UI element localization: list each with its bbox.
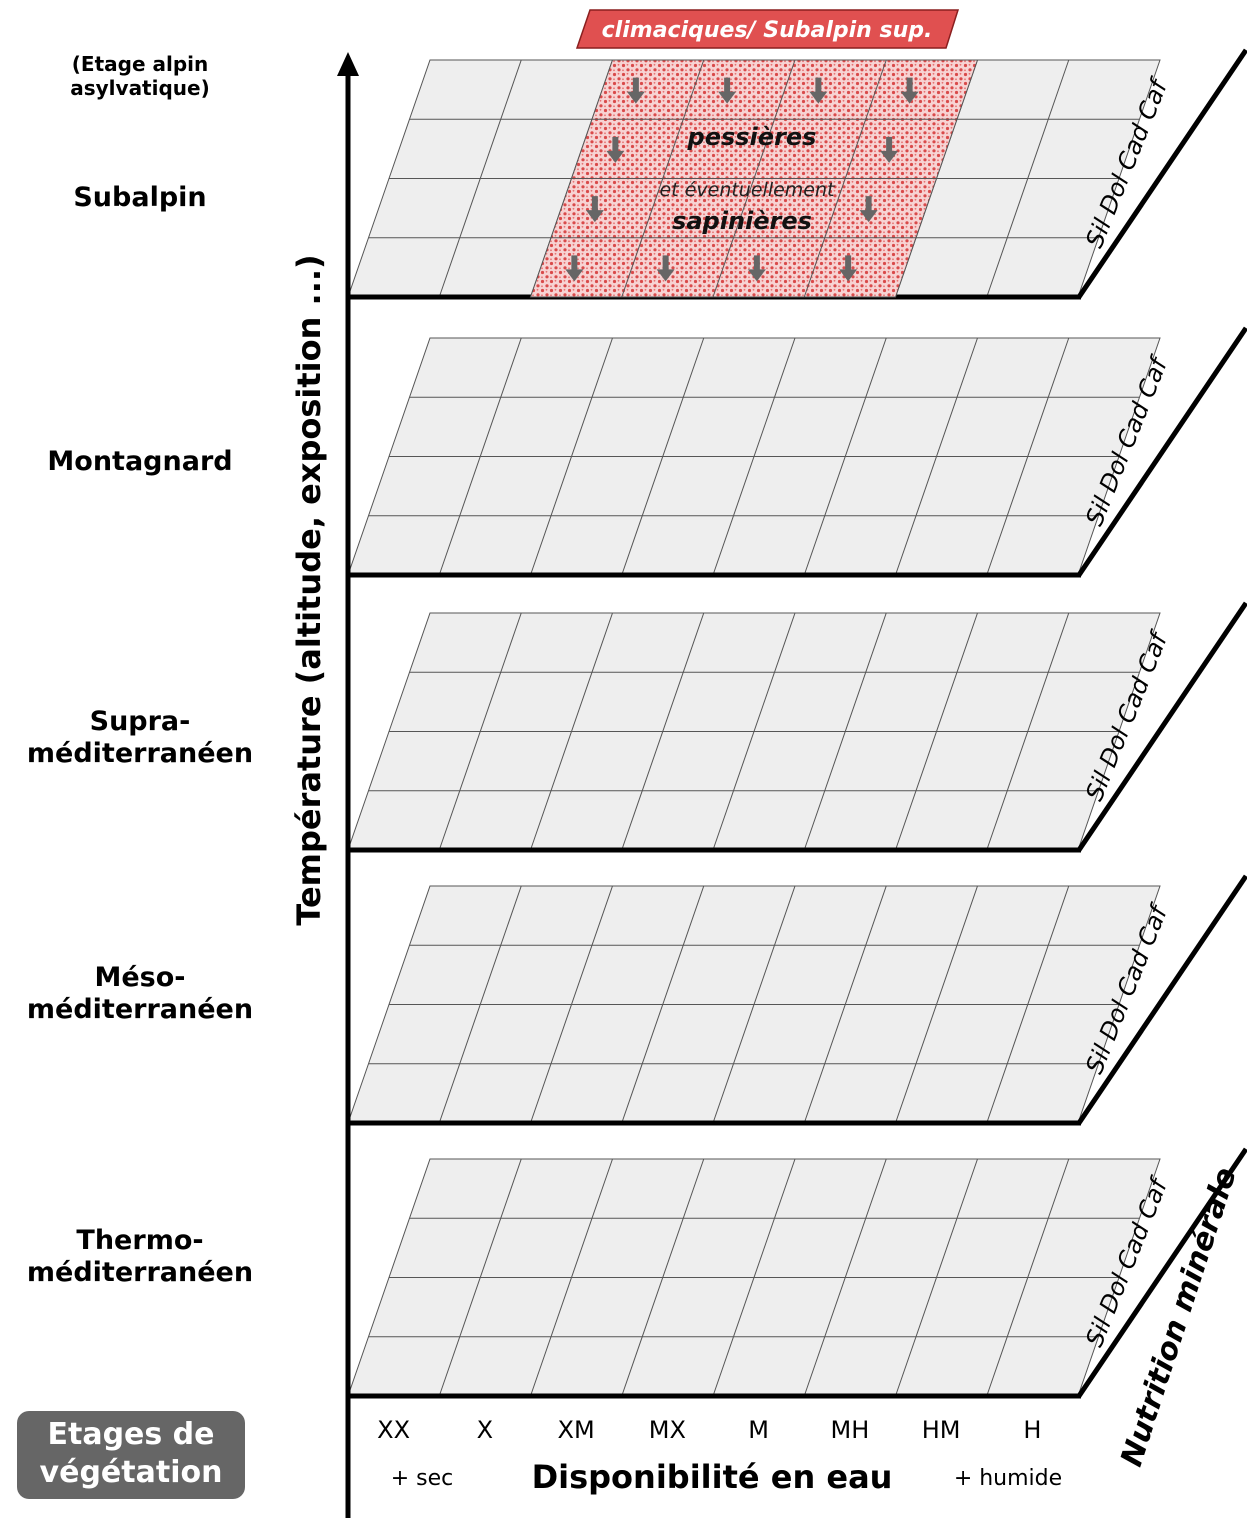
- axis-arrowhead-icon: [337, 52, 359, 76]
- moisture-tick-label: XX: [377, 1416, 410, 1444]
- banner-label: climaciques/ Subalpin sup.: [602, 18, 933, 43]
- zone-label-sapinieres: sapinières: [672, 207, 812, 235]
- down-arrow-icon: [626, 91, 645, 104]
- down-arrow-icon: [900, 91, 919, 104]
- plane-side-edge: [1076, 48, 1247, 299]
- down-arrow-icon: [718, 91, 737, 104]
- highlight-zone: [529, 59, 979, 298]
- etage-label-montagnard: Montagnard: [47, 446, 233, 477]
- down-arrow-icon: [571, 255, 578, 272]
- down-arrow-icon: [747, 269, 766, 282]
- down-arrow-icon: [662, 255, 669, 272]
- down-arrow-icon: [656, 269, 675, 282]
- down-arrow-icon: [585, 210, 604, 223]
- down-arrow-icon: [724, 77, 731, 94]
- down-arrow-icon: [565, 269, 584, 282]
- down-arrow-icon: [591, 196, 598, 213]
- plane-side-edge: [1076, 601, 1247, 852]
- down-arrow-icon: [612, 136, 619, 153]
- moisture-tick-label: X: [477, 1416, 493, 1444]
- moisture-tick-label: XM: [558, 1416, 595, 1444]
- etage-label-thermo: Thermo-méditerranéen: [26, 1225, 254, 1288]
- down-arrow-icon: [815, 77, 822, 94]
- etage-label-alpin: (Etage alpin asylvatique): [70, 52, 210, 100]
- plane-3: [347, 874, 1247, 1126]
- humid-note: + humide: [954, 1466, 1062, 1491]
- moisture-tick-labels: XX X XM MX M MH HM H: [377, 1416, 1041, 1444]
- zone-label-pessieres: pessières: [687, 123, 817, 151]
- water-availability-title: Disponibilité en eau: [532, 1458, 893, 1496]
- etage-label-supra: Supra-méditerranéen: [26, 706, 254, 769]
- plane-side-edge: [1076, 874, 1247, 1125]
- down-arrow-icon: [906, 77, 913, 94]
- plane-side-edge: [1076, 1147, 1247, 1398]
- down-arrow-icon: [632, 77, 639, 94]
- temperature-axis: [337, 52, 359, 1518]
- plane-side-edge: [1076, 326, 1247, 577]
- down-arrow-icon: [845, 255, 852, 272]
- temperature-axis-title: Température (altitude, exposition ...): [290, 254, 328, 925]
- zone-label-connector: et éventuellement: [660, 179, 837, 201]
- down-arrow-icon: [865, 196, 872, 213]
- moisture-tick-label: HM: [922, 1416, 961, 1444]
- plane-4: [347, 1147, 1247, 1399]
- moisture-tick-label: MX: [649, 1416, 686, 1444]
- down-arrow-icon: [880, 150, 899, 163]
- plane-2: [347, 601, 1247, 853]
- climax-banner: climaciques/ Subalpin sup.: [575, 9, 960, 49]
- moisture-tick-label: MH: [830, 1416, 869, 1444]
- plane-1: [347, 326, 1247, 578]
- moisture-tick-label: M: [748, 1416, 769, 1444]
- etages-badge: Etages de végétation: [17, 1411, 245, 1499]
- dry-note: + sec: [391, 1466, 454, 1491]
- down-arrow-icon: [839, 269, 858, 282]
- etage-label-meso: Méso-méditerranéen: [26, 962, 254, 1025]
- down-arrow-icon: [886, 136, 893, 153]
- down-arrow-icon: [809, 91, 828, 104]
- moisture-tick-label: H: [1023, 1416, 1041, 1444]
- down-arrow-icon: [859, 210, 878, 223]
- down-arrow-icon: [606, 150, 625, 163]
- down-arrow-icon: [753, 255, 760, 272]
- etage-label-subalpin: Subalpin: [73, 182, 207, 213]
